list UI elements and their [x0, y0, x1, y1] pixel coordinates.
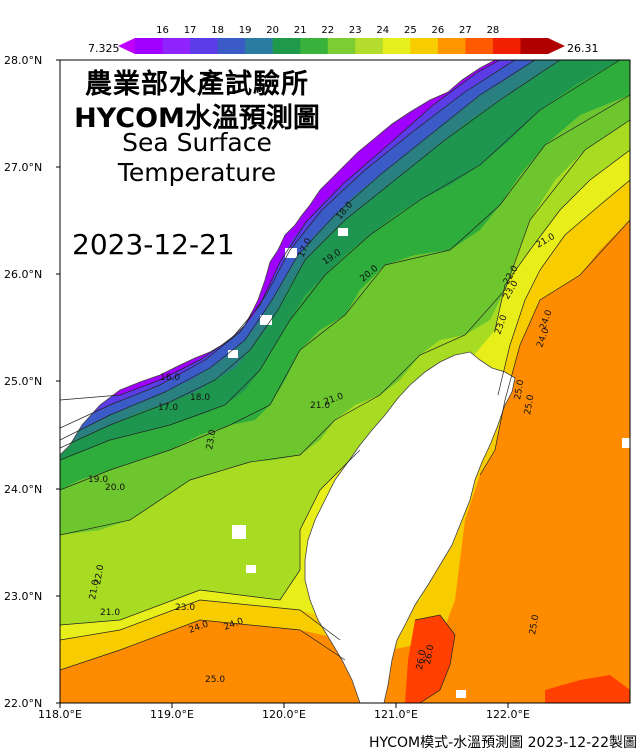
contour-lines: [60, 60, 630, 703]
english-title-line2: Temperature: [117, 158, 277, 187]
contour-label: 21.0: [88, 579, 101, 601]
axes: 22.0°N 23.0°N 24.0°N 25.0°N 26.0°N 27.0°…: [4, 54, 530, 720]
colorbar-tick-label: 18: [211, 25, 224, 36]
colorbar-tick-label: 17: [184, 25, 197, 36]
colorbar-cell: [465, 38, 494, 54]
footer-caption: HYCOM模式-水溫預測圖 2023-12-22製圖: [368, 735, 637, 751]
colorbar-max-arrow: [548, 38, 565, 54]
colorbar-tick-label: 20: [266, 25, 279, 36]
island: [390, 92, 404, 102]
lat-label: 28.0°N: [4, 54, 42, 67]
lon-label: 119.0°E: [150, 708, 194, 720]
lon-label: 120.0°E: [262, 708, 306, 720]
english-title-line1: Sea Surface: [122, 128, 272, 157]
agency-title: 農業部水產試驗所: [85, 69, 309, 100]
taiwan-island: [304, 351, 516, 703]
island: [622, 438, 630, 448]
colorbar-cell: [437, 38, 466, 54]
lat-label: 27.0°N: [4, 161, 42, 174]
contour-label: 21.0: [100, 608, 120, 618]
colorbar-min-label: 7.325: [88, 42, 120, 55]
colorbar-cell: [245, 38, 274, 54]
contour-label: 21.0: [310, 401, 330, 411]
colorbar-cell: [272, 38, 301, 54]
sea-27-region: [545, 675, 630, 703]
island: [232, 525, 246, 539]
china-mainland: [60, 60, 496, 456]
forecast-date: 2023-12-21: [72, 228, 235, 261]
lat-label: 25.0°N: [4, 375, 42, 388]
sea-27-region: [405, 615, 455, 703]
lat-label: 24.0°N: [4, 483, 42, 496]
contour-label: 17.0: [158, 403, 178, 413]
island: [228, 350, 238, 358]
colorbar-cell: [382, 38, 411, 54]
colorbar-tick-label: 22: [321, 25, 334, 36]
island: [260, 315, 272, 325]
colorbar-tick-label: 23: [349, 25, 362, 36]
lat-axis: 22.0°N 23.0°N 24.0°N 25.0°N 26.0°N 27.0°…: [4, 54, 60, 710]
colorbar-cell: [410, 38, 439, 54]
colorbar-cell: [492, 38, 521, 54]
colorbar-cell: [355, 38, 384, 54]
contour-label: 16.0: [160, 373, 180, 383]
lon-label: 121.0°E: [374, 708, 418, 720]
lat-label: 23.0°N: [4, 590, 42, 603]
lat-label: 22.0°N: [4, 697, 42, 710]
contour-label: 25.0: [513, 379, 526, 401]
contour-label: 26.0: [423, 644, 436, 666]
forecast-title: HYCOM水溫預測圖: [74, 103, 320, 134]
colorbar-tick-label: 26: [431, 25, 444, 36]
colorbar-cell: [300, 38, 329, 54]
contour-label: 25.0: [523, 394, 536, 416]
colorbar: 7.325 26.31 16 17 18 19 20 21 22 23 24 25 26 27 28: [88, 25, 599, 55]
colorbar-cell: [190, 38, 219, 54]
contour-label: 18.0: [190, 393, 210, 403]
island: [338, 228, 348, 236]
lat-label: 26.0°N: [4, 268, 42, 281]
colorbar-tick-label: 27: [459, 25, 472, 36]
contour-label: 25.0: [528, 614, 541, 636]
contour-label: 20.0: [105, 483, 125, 493]
contour-label: 23.0: [175, 603, 195, 613]
colorbar-cell: [162, 38, 191, 54]
colorbar-cell: [520, 38, 549, 54]
island: [285, 248, 297, 258]
contour-label: 26.0: [415, 649, 428, 671]
colorbar-cell: [135, 38, 164, 54]
colorbar-tick-label: 16: [156, 25, 169, 36]
island: [246, 565, 256, 573]
island: [456, 690, 466, 698]
colorbar-max-label: 26.31: [567, 42, 599, 55]
contour-label: 22.0: [93, 564, 106, 586]
colorbar-tick-label: 28: [487, 25, 500, 36]
lon-label: 118.0°E: [38, 708, 82, 720]
sst-map: 7.325 26.31 16 17 18 19 20 21 22 23 24 25 26 27 28: [4, 25, 631, 720]
colorbar-cell: [327, 38, 356, 54]
plot-area: 16.0 17.0 18.0 19.0 20.0 21.0 22.0 23.0 …: [60, 60, 630, 703]
colorbar-tick-label: 19: [239, 25, 252, 36]
colorbar-cell: [217, 38, 246, 54]
colorbar-min-arrow: [118, 38, 135, 54]
colorbar-tick-label: 21: [294, 25, 307, 36]
colorbar-tick-label: 24: [376, 25, 389, 36]
colorbar-tick-label: 25: [404, 25, 417, 36]
contour-label: 19.0: [88, 475, 108, 485]
lon-axis: 118.0°E 119.0°E 120.0°E 121.0°E 122.0°E: [38, 703, 530, 720]
lon-label: 122.0°E: [486, 708, 530, 720]
contour-label: 23.0: [205, 429, 218, 451]
contour-label: 25.0: [205, 675, 225, 685]
contour-label-group: 16.0 17.0 18.0 19.0 20.0 21.0 22.0 23.0 …: [88, 200, 557, 685]
